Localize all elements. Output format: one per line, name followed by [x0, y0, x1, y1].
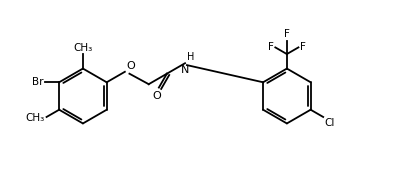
Text: Cl: Cl: [324, 118, 334, 128]
Text: F: F: [267, 42, 273, 52]
Text: CH₃: CH₃: [73, 43, 92, 53]
Text: O: O: [152, 91, 161, 101]
Text: Br: Br: [32, 77, 43, 87]
Text: N: N: [180, 65, 188, 75]
Text: CH₃: CH₃: [26, 113, 45, 123]
Text: F: F: [300, 42, 305, 52]
Text: F: F: [283, 29, 289, 39]
Text: O: O: [126, 61, 135, 71]
Text: H: H: [186, 52, 194, 62]
